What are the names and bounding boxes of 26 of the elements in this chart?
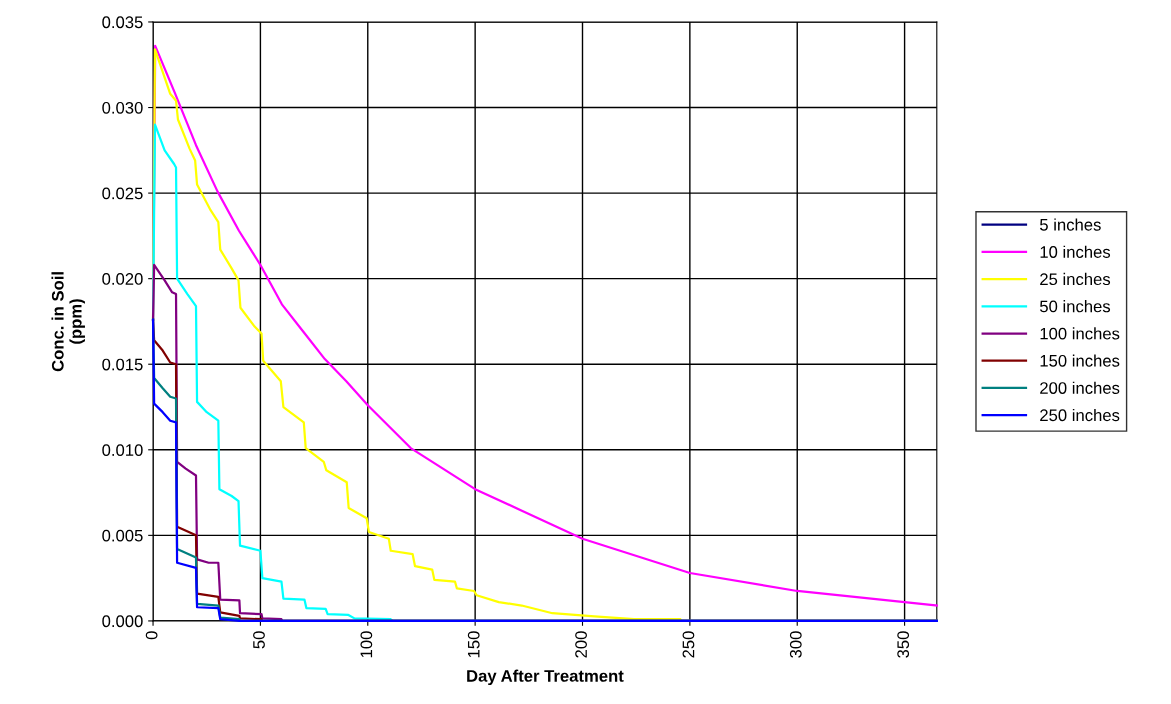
x-axis-title: Day After Treatment [467, 669, 624, 686]
legend-label: 100 inches [1040, 327, 1120, 340]
x-tick-label: 300 [789, 631, 802, 658]
x-tick-label: 200 [575, 631, 587, 658]
y-tick-label: 0.020 [102, 273, 143, 285]
legend-label: 150 inches [1040, 354, 1120, 367]
legend-label: 250 inches [1040, 408, 1120, 422]
y-axis-title: Conc. in Soil (ppm) [51, 272, 85, 372]
x-tick-label: 250 [682, 631, 695, 658]
x-tick-label: 0 [145, 631, 158, 640]
y-tick-label: 0.015 [102, 358, 143, 371]
legend-label: 50 inches [1039, 300, 1111, 313]
legend-label: 200 inches [1040, 381, 1120, 394]
x-tick-label: 50 [253, 631, 265, 649]
legend-label: 5 inches [1039, 218, 1101, 231]
x-tick-label: 100 [360, 631, 373, 658]
y-tick-label: 0.005 [102, 529, 143, 542]
y-tick-label: 0.035 [102, 16, 143, 29]
legend-label: 25 inches [1040, 272, 1111, 286]
y-tick-label: 0.030 [102, 101, 143, 114]
legend-label: 10 inches [1040, 245, 1111, 258]
y-tick-label: 0.010 [102, 444, 143, 456]
y-tick-label: 0.025 [102, 187, 143, 200]
x-tick-label: 150 [467, 631, 480, 658]
x-tick-label: 350 [897, 631, 910, 658]
y-tick-label: 0.000 [102, 615, 143, 628]
